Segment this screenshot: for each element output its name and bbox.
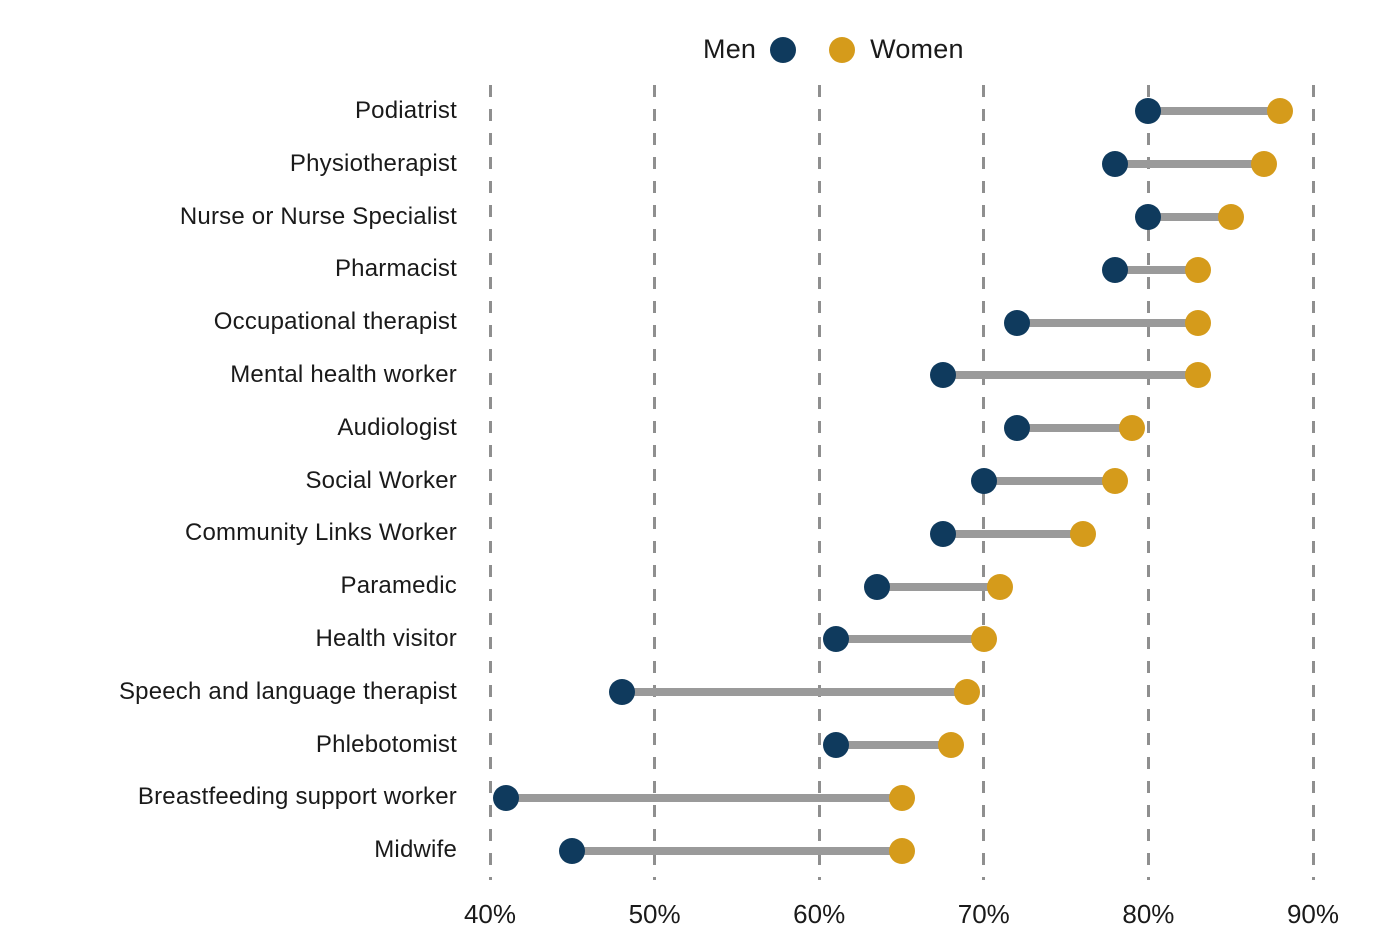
dumbbell-connector: [1016, 318, 1198, 327]
men-dot: [863, 573, 890, 600]
men-dot: [1003, 415, 1030, 442]
category-label: Speech and language therapist: [118, 677, 457, 705]
category-label: Nurse or Nurse Specialist: [179, 202, 457, 230]
women-dot: [970, 626, 997, 653]
legend-label-men: Men: [703, 34, 757, 64]
x-tick-label-40: 40%: [463, 899, 517, 929]
men-dot: [1003, 309, 1030, 336]
women-dot: [1184, 309, 1211, 336]
dumbbell-connector: [876, 582, 1001, 591]
women-dot: [987, 573, 1014, 600]
men-dot: [493, 784, 520, 811]
dumbbell-connector: [942, 529, 1083, 538]
dumbbell-connector: [1016, 424, 1132, 433]
men-legend-dot-icon: [770, 36, 797, 63]
category-label: Community Links Worker: [184, 519, 457, 547]
gridline-60: [817, 85, 821, 880]
women-dot: [1217, 204, 1244, 230]
women-dot: [1118, 415, 1145, 442]
category-label: Paramedic: [340, 572, 457, 600]
men-dot: [970, 468, 997, 494]
dumbbell-connector: [621, 688, 968, 697]
women-dot: [1250, 151, 1277, 178]
men-dot: [608, 679, 635, 706]
category-label: Audiologist: [337, 413, 457, 441]
women-dot: [937, 732, 964, 758]
x-tick-label-60: 60%: [793, 899, 846, 929]
dumbbell-connector: [835, 741, 951, 749]
category-label: Podiatrist: [354, 97, 457, 124]
gridline-40: [488, 85, 492, 880]
x-tick-label-80: 80%: [1122, 899, 1175, 929]
category-label: Mental health worker: [230, 361, 457, 388]
men-dot: [559, 837, 586, 864]
dumbbell-connector: [1148, 107, 1281, 116]
category-label: Physiotherapist: [289, 149, 457, 177]
dumbbell-connector: [942, 371, 1198, 380]
gridline-90: [1311, 85, 1315, 880]
category-label: Occupational therapist: [213, 308, 457, 336]
dumbbell-connector: [835, 635, 984, 644]
women-dot: [888, 784, 915, 811]
men-dot: [1135, 204, 1162, 230]
x-tick-label-90: 90%: [1286, 899, 1340, 929]
men-dot: [929, 520, 956, 547]
women-dot: [1184, 256, 1211, 283]
category-label: Breastfeeding support worker: [137, 783, 457, 811]
women-dot: [888, 837, 915, 864]
women-legend-dot-icon: [829, 36, 856, 63]
category-label: Midwife: [374, 836, 457, 864]
x-tick-label-70: 70%: [957, 899, 1010, 929]
women-dot: [1267, 98, 1294, 125]
dumbbell-connector: [1148, 213, 1231, 221]
gridline-80: [1146, 85, 1150, 880]
men-dot: [929, 362, 956, 389]
category-label: Health visitor: [315, 625, 457, 652]
women-dot: [1069, 520, 1096, 547]
gridline-50: [653, 85, 657, 880]
men-dot: [1102, 256, 1129, 283]
men-dot: [1135, 98, 1162, 125]
men-dot: [1102, 151, 1129, 178]
dumbbell-connector: [1115, 160, 1264, 169]
category-label: Social Worker: [305, 466, 457, 494]
women-dot: [954, 679, 981, 706]
dumbbell-connector: [506, 793, 902, 802]
men-dot: [822, 626, 849, 653]
dumbbell-connector: [572, 846, 902, 855]
legend-item-men: Men: [703, 34, 797, 65]
women-dot: [1184, 362, 1211, 389]
category-label: Phlebotomist: [315, 730, 457, 758]
dumbbell-connector: [1115, 265, 1198, 274]
legend-label-women: Women: [870, 34, 964, 64]
women-dot: [1102, 468, 1129, 494]
legend-item-women: Women: [829, 34, 964, 65]
category-label: Pharmacist: [334, 255, 457, 283]
dumbbell-connector: [983, 477, 1116, 485]
chart-legend: Men Women: [703, 34, 964, 65]
x-tick-label-50: 50%: [628, 899, 681, 929]
men-dot: [822, 732, 849, 758]
